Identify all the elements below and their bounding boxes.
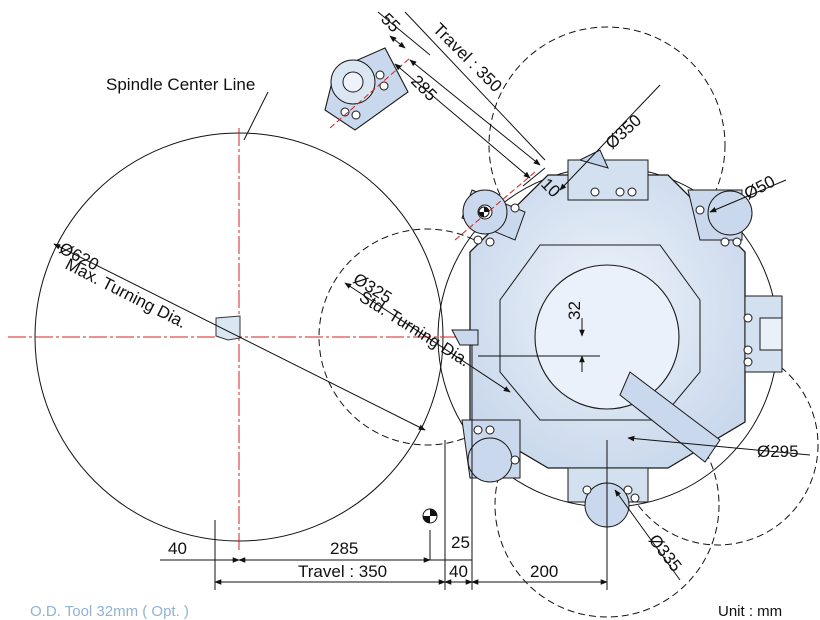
offset-32-label: 32 — [565, 301, 584, 320]
top-55-label: 55 — [377, 9, 404, 36]
spindle-label-leader — [243, 91, 269, 141]
d350-leader — [559, 84, 661, 191]
d50-leader — [709, 179, 787, 213]
max-dia-arrow — [53, 243, 426, 431]
bottom-extension-lines — [214, 345, 608, 590]
std-dia-desc-label: Std. Turning Dia. — [356, 287, 473, 370]
d295-label: Ø295 — [757, 442, 799, 461]
d335-leader — [614, 489, 681, 581]
max-dia-desc-label: Max. Turning Dia. — [62, 255, 189, 332]
d50-label: Ø50 — [741, 172, 778, 204]
d335-label: Ø335 — [645, 531, 686, 575]
tool-tip-symbol — [478, 206, 490, 218]
interference-circle-335 — [494, 392, 720, 618]
unit-label: Unit : mm — [718, 603, 783, 620]
top-285-label: 285 — [407, 71, 440, 104]
bottom-25-label: 25 — [451, 533, 470, 552]
top-dimension-lines — [377, 11, 546, 187]
bottom-200-label: 200 — [530, 562, 558, 581]
spindle-center-line-label: Spindle Center Line — [106, 75, 255, 94]
bottom-285-label: 285 — [330, 539, 358, 558]
bottom-40-left-label: 40 — [168, 539, 187, 558]
std-dia-arrow — [344, 282, 511, 393]
d295-leader — [627, 435, 811, 456]
d350-label: Ø350 — [602, 111, 645, 153]
bottom-40-right-label: 40 — [449, 562, 468, 581]
bottom-travel-label: Travel : 350 — [298, 562, 387, 581]
tool-caption: O.D. Tool 32mm ( Opt. ) — [30, 603, 189, 620]
reference-point-symbol — [422, 508, 438, 524]
detached-tool-holder — [324, 47, 411, 131]
chuck-marker — [215, 315, 241, 341]
interference-circle-350 — [488, 26, 726, 264]
turret-body — [451, 149, 783, 528]
